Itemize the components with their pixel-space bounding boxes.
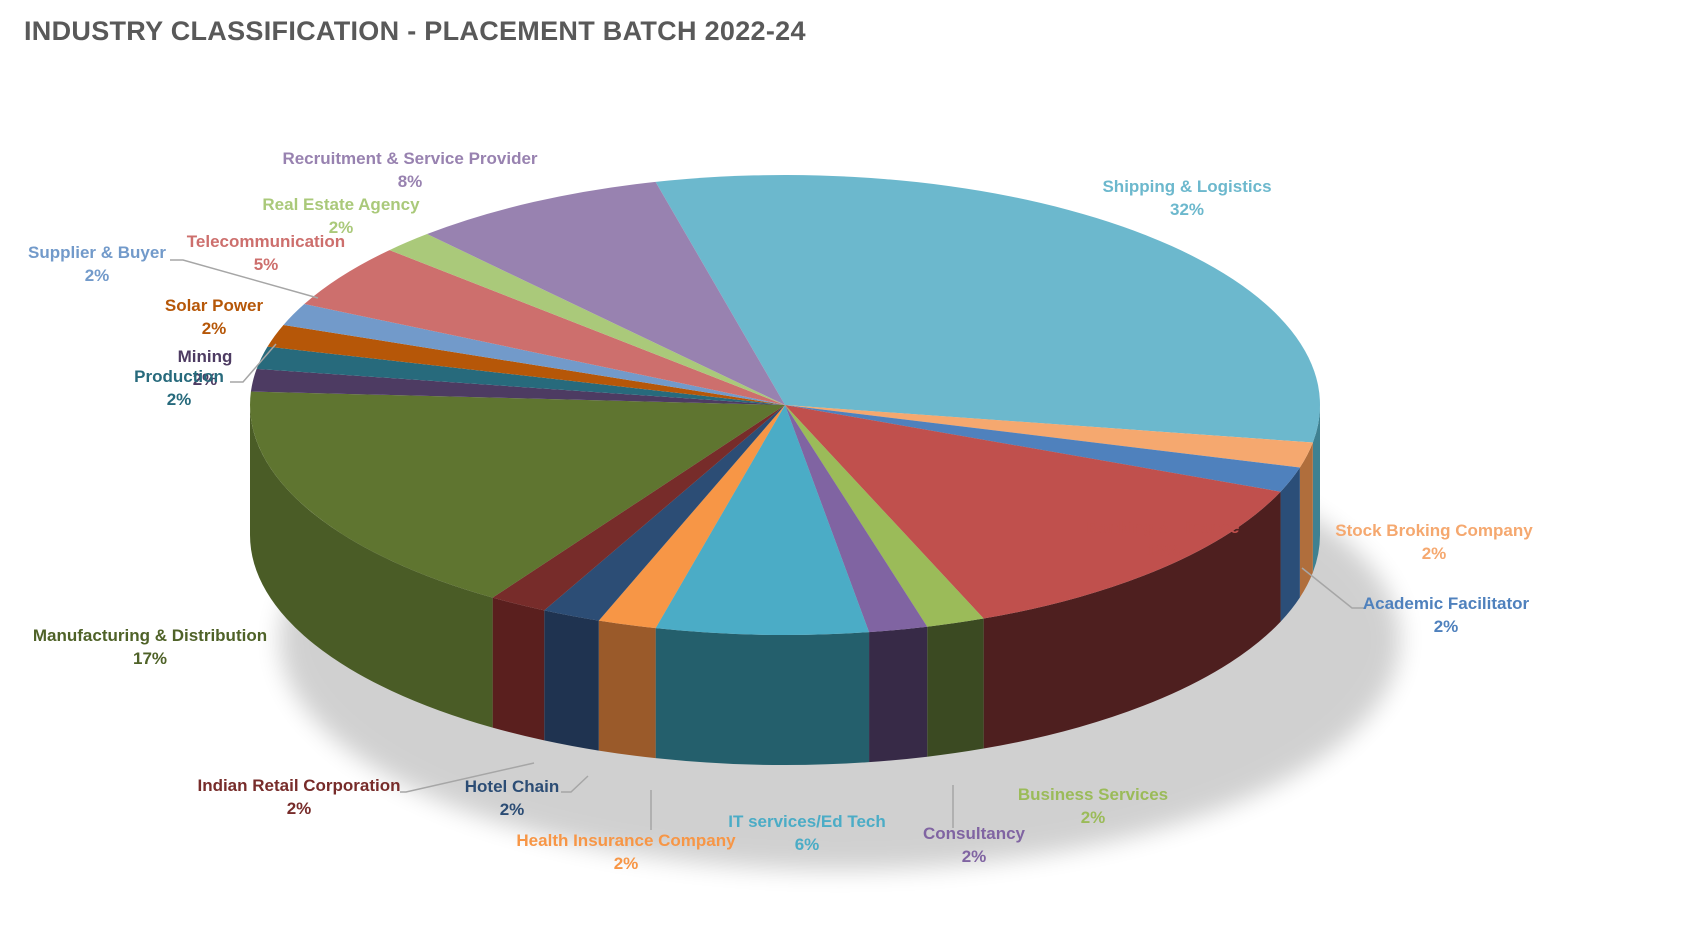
slice-label-name: IT services/Ed Tech (728, 812, 885, 831)
slice-label-name: Banking & Finance (1086, 518, 1239, 537)
slice-label-name: Academic Facilitator (1363, 594, 1530, 613)
slice-side-2 (1280, 467, 1300, 622)
slice-label-name: Recruitment & Service Provider (282, 149, 537, 168)
slice-label-value: 8% (398, 172, 423, 191)
slice-label-value: 6% (795, 835, 820, 854)
slice-business-services[interactable] (785, 405, 984, 627)
slice-side-1 (1299, 442, 1313, 598)
slice-label-name: Stock Broking Company (1335, 521, 1533, 540)
slice-real-estate-agency[interactable] (389, 234, 785, 405)
slice-side-3 (983, 491, 1281, 749)
slice-telecommunication[interactable] (304, 250, 785, 405)
slice-label-value: 13% (1146, 541, 1180, 560)
slice-side-5 (869, 626, 928, 763)
slice-label-name: Health Insurance Company (516, 831, 736, 850)
slice-side-10 (249, 405, 493, 728)
slice-shipping-logistics[interactable] (655, 174, 1321, 443)
slice-labels: Shipping & Logistics 32% Stock Broking Com… (28, 149, 1533, 873)
slice-label-value: 5% (254, 255, 279, 274)
slice-it-services-ed-tech[interactable] (655, 405, 870, 635)
slice-label-value: 2% (193, 370, 218, 389)
slice-label-value: 2% (202, 319, 227, 338)
leader-line-9 (400, 762, 535, 793)
slice-solar-power[interactable] (267, 324, 785, 405)
leader-line-12 (230, 343, 277, 383)
slice-stock-broking-company[interactable] (785, 405, 1313, 468)
slice-health-insurance-company[interactable] (598, 405, 785, 629)
slice-academic-facilitator[interactable] (785, 405, 1300, 492)
slice-label-name: Mining (178, 347, 233, 366)
slice-label-value: 2% (167, 390, 192, 409)
chart-title: INDUSTRY CLASSIFICATION - PLACEMENT BATC… (24, 16, 806, 46)
slice-label-name: Solar Power (165, 296, 264, 315)
slice-label-name: Real Estate Agency (262, 195, 420, 214)
slice-mining[interactable] (250, 368, 786, 405)
slice-label-name: Shipping & Logistics (1102, 177, 1271, 196)
slice-banking-finance[interactable] (785, 405, 1281, 619)
pie-sides (249, 405, 1320, 765)
slice-consultancy[interactable] (785, 405, 928, 633)
slice-label-value: 2% (1422, 544, 1447, 563)
slice-side-9 (492, 597, 545, 741)
slice-recruitment-service-provider[interactable] (427, 181, 785, 405)
slice-side-4 (927, 618, 984, 757)
slice-label-name: Consultancy (923, 824, 1026, 843)
slice-side-6 (655, 628, 870, 765)
slice-label-value: 2% (85, 266, 110, 285)
slice-label-value: 2% (329, 218, 354, 237)
slice-label-value: 2% (500, 800, 525, 819)
slice-label-value: 2% (287, 799, 312, 818)
slice-label-value: 17% (133, 649, 167, 668)
leader-line-14 (170, 259, 319, 299)
leader-lines (170, 259, 1364, 830)
slice-label-name: Manufacturing & Distribution (33, 626, 267, 645)
slice-side-0 (1312, 405, 1320, 573)
slice-supplier-buyer[interactable] (283, 304, 785, 405)
slice-side-7 (598, 620, 656, 759)
slice-production[interactable] (256, 346, 785, 405)
pie-tops (249, 174, 1321, 635)
slice-manufacturing-distribution[interactable] (249, 391, 785, 598)
slice-label-value: 32% (1170, 200, 1204, 219)
slice-label-name: Indian Retail Corporation (197, 776, 400, 795)
slice-label-name: Telecommunication (187, 232, 345, 251)
slice-label-value: 2% (1434, 617, 1459, 636)
slice-side-8 (544, 610, 599, 751)
slice-label-value: 2% (962, 847, 987, 866)
slice-label-value: 2% (614, 854, 639, 873)
leader-line-8 (561, 775, 589, 793)
slice-label-name: Production (134, 367, 224, 386)
slice-hotel-chain[interactable] (544, 405, 785, 621)
slice-label-name: Business Services (1018, 785, 1168, 804)
leader-line-2 (1301, 567, 1364, 609)
slice-label-name: Supplier & Buyer (28, 243, 166, 262)
slice-label-name: Hotel Chain (465, 777, 559, 796)
slice-indian-retail-corporation[interactable] (492, 405, 785, 611)
slice-label-value: 2% (1081, 808, 1106, 827)
